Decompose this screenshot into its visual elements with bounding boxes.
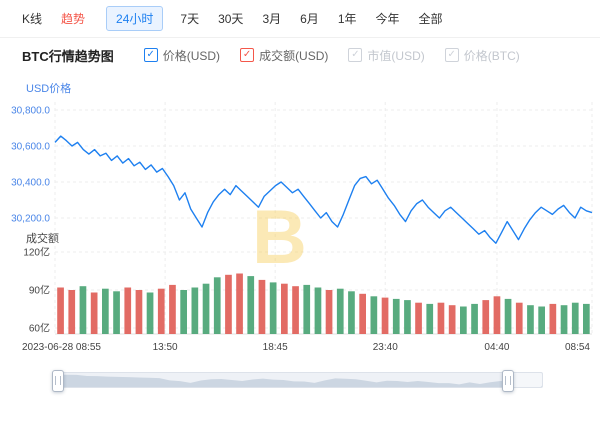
checkbox-icon: ✓ (240, 48, 255, 62)
x-tick-label: 18:45 (263, 342, 288, 353)
checkbox-icon: ✓ (143, 48, 158, 62)
volume-bar (102, 288, 109, 334)
volume-bar (325, 290, 333, 334)
volume-bar (169, 284, 176, 334)
x-tick-label: 08:54 (565, 342, 590, 353)
volume-tick-label: 90亿 (29, 284, 50, 297)
legend-label: 市值(USD) (367, 48, 425, 63)
legend-label: 成交额(USD) (259, 48, 329, 63)
volume-bar (437, 302, 445, 334)
volume-bar (460, 306, 467, 334)
volume-bar (549, 303, 557, 334)
volume-bar (258, 279, 266, 334)
volume-tick-label: 120亿 (23, 246, 50, 259)
price-tick-label: 30,200.0 (11, 214, 50, 225)
volume-bar (493, 296, 501, 334)
x-tick-label: 2023-06-28 08:55 (22, 342, 101, 353)
x-tick-label: 13:50 (153, 342, 178, 353)
tab-kline[interactable]: K线 (22, 12, 43, 26)
volume-bar (314, 287, 322, 334)
volume-bar (348, 291, 355, 334)
legend-price-btc[interactable]: ✓ 价格(BTC) (444, 47, 520, 64)
tab-3m[interactable]: 3月 (262, 12, 282, 26)
legend-price-usd[interactable]: ✓ 价格(USD) (143, 47, 221, 64)
page-title: BTC行情趋势图 (22, 48, 114, 64)
volume-bar (515, 302, 523, 334)
slider-preview-area (56, 374, 542, 387)
volume-bar (281, 283, 288, 334)
volume-bar (157, 288, 165, 334)
volume-bar (560, 305, 568, 334)
volume-bar (504, 298, 512, 334)
series-legend: ✓ 价格(USD) ✓ 成交额(USD) ✓ 市值(USD) ✓ 价格(BTC) (143, 47, 520, 64)
volume-bar (336, 288, 344, 334)
tab-1y[interactable]: 1年 (337, 12, 357, 26)
checkbox-icon: ✓ (444, 48, 459, 62)
volume-bar (90, 292, 98, 334)
volume-tick-label: 60亿 (29, 322, 50, 335)
volume-bar (370, 296, 378, 334)
legend-label: 价格(BTC) (463, 48, 520, 63)
price-axis-label: USD价格 (26, 83, 72, 95)
checkbox-icon: ✓ (348, 48, 363, 62)
volume-axis-label: 成交额 (26, 233, 59, 245)
x-tick-label: 04:40 (484, 342, 509, 353)
volume-bar (404, 300, 411, 334)
chart-area: USD价格 成交额 30,800.0 30,600.0 30,400.0 30,200… (0, 72, 600, 364)
price-tick-label: 30,400.0 (11, 178, 50, 189)
volume-bar (236, 273, 243, 334)
volume-bar (292, 286, 299, 334)
volume-bar (247, 276, 255, 334)
volume-bar (482, 300, 490, 334)
datazoom-slider[interactable] (52, 370, 543, 392)
slider-left-handle[interactable] (52, 370, 64, 392)
tab-6m[interactable]: 6月 (300, 12, 319, 26)
slider-preview-chart (56, 374, 542, 387)
tab-all[interactable]: 全部 (418, 12, 443, 26)
volume-bar (303, 284, 311, 334)
price-line (54, 135, 593, 244)
slider-unselected-region (510, 373, 542, 387)
chart-header: BTC行情趋势图 ✓ 价格(USD) ✓ 成交额(USD) ✓ 市值(USD) ✓ 价格(BT… (0, 38, 600, 72)
volume-bar (571, 302, 579, 334)
volume-bar (448, 305, 456, 334)
tab-7d[interactable]: 7天 (180, 12, 200, 26)
volume-bar (538, 306, 545, 334)
volume-bar (471, 303, 478, 334)
volume-bar (146, 292, 154, 334)
price-volume-chart[interactable]: 30,800.0 30,600.0 30,400.0 30,200.0 120亿 90亿 6… (0, 94, 600, 360)
price-tick-label: 30,800.0 (11, 106, 50, 117)
volume-bar (202, 283, 210, 334)
volume-bar (135, 290, 143, 334)
volume-bar (359, 293, 366, 334)
volume-bar (269, 282, 277, 334)
x-tick-label: 23:40 (373, 342, 398, 353)
volume-bar (392, 298, 400, 334)
volume-bar (68, 290, 76, 334)
legend-marketcap-usd[interactable]: ✓ 市值(USD) (348, 47, 425, 64)
time-range-tabbar: K线 趋势 24小时 7天 30天 3月 6月 1年 今年 全部 (0, 0, 600, 38)
tab-trend[interactable]: 趋势 (61, 12, 86, 26)
tab-ytd[interactable]: 今年 (375, 12, 400, 26)
volume-bar (180, 290, 187, 334)
price-tick-label: 30,600.0 (11, 142, 50, 153)
volume-bar (113, 291, 120, 334)
volume-bar (225, 274, 232, 334)
volume-bar (426, 303, 434, 334)
volume-bar (191, 287, 199, 334)
tab-24h[interactable]: 24小时 (106, 6, 164, 31)
legend-label: 价格(USD) (162, 48, 221, 63)
volume-bar (124, 287, 132, 334)
volume-bar (213, 277, 221, 334)
legend-volume-usd[interactable]: ✓ 成交额(USD) (240, 47, 328, 64)
volume-bar (583, 303, 590, 334)
volume-bar (527, 305, 534, 334)
tab-30d[interactable]: 30天 (218, 12, 244, 26)
volume-bar (57, 287, 64, 334)
volume-bar (415, 302, 422, 334)
slider-right-handle[interactable] (502, 370, 514, 392)
volume-bar (381, 297, 389, 334)
volume-bar (79, 286, 87, 334)
